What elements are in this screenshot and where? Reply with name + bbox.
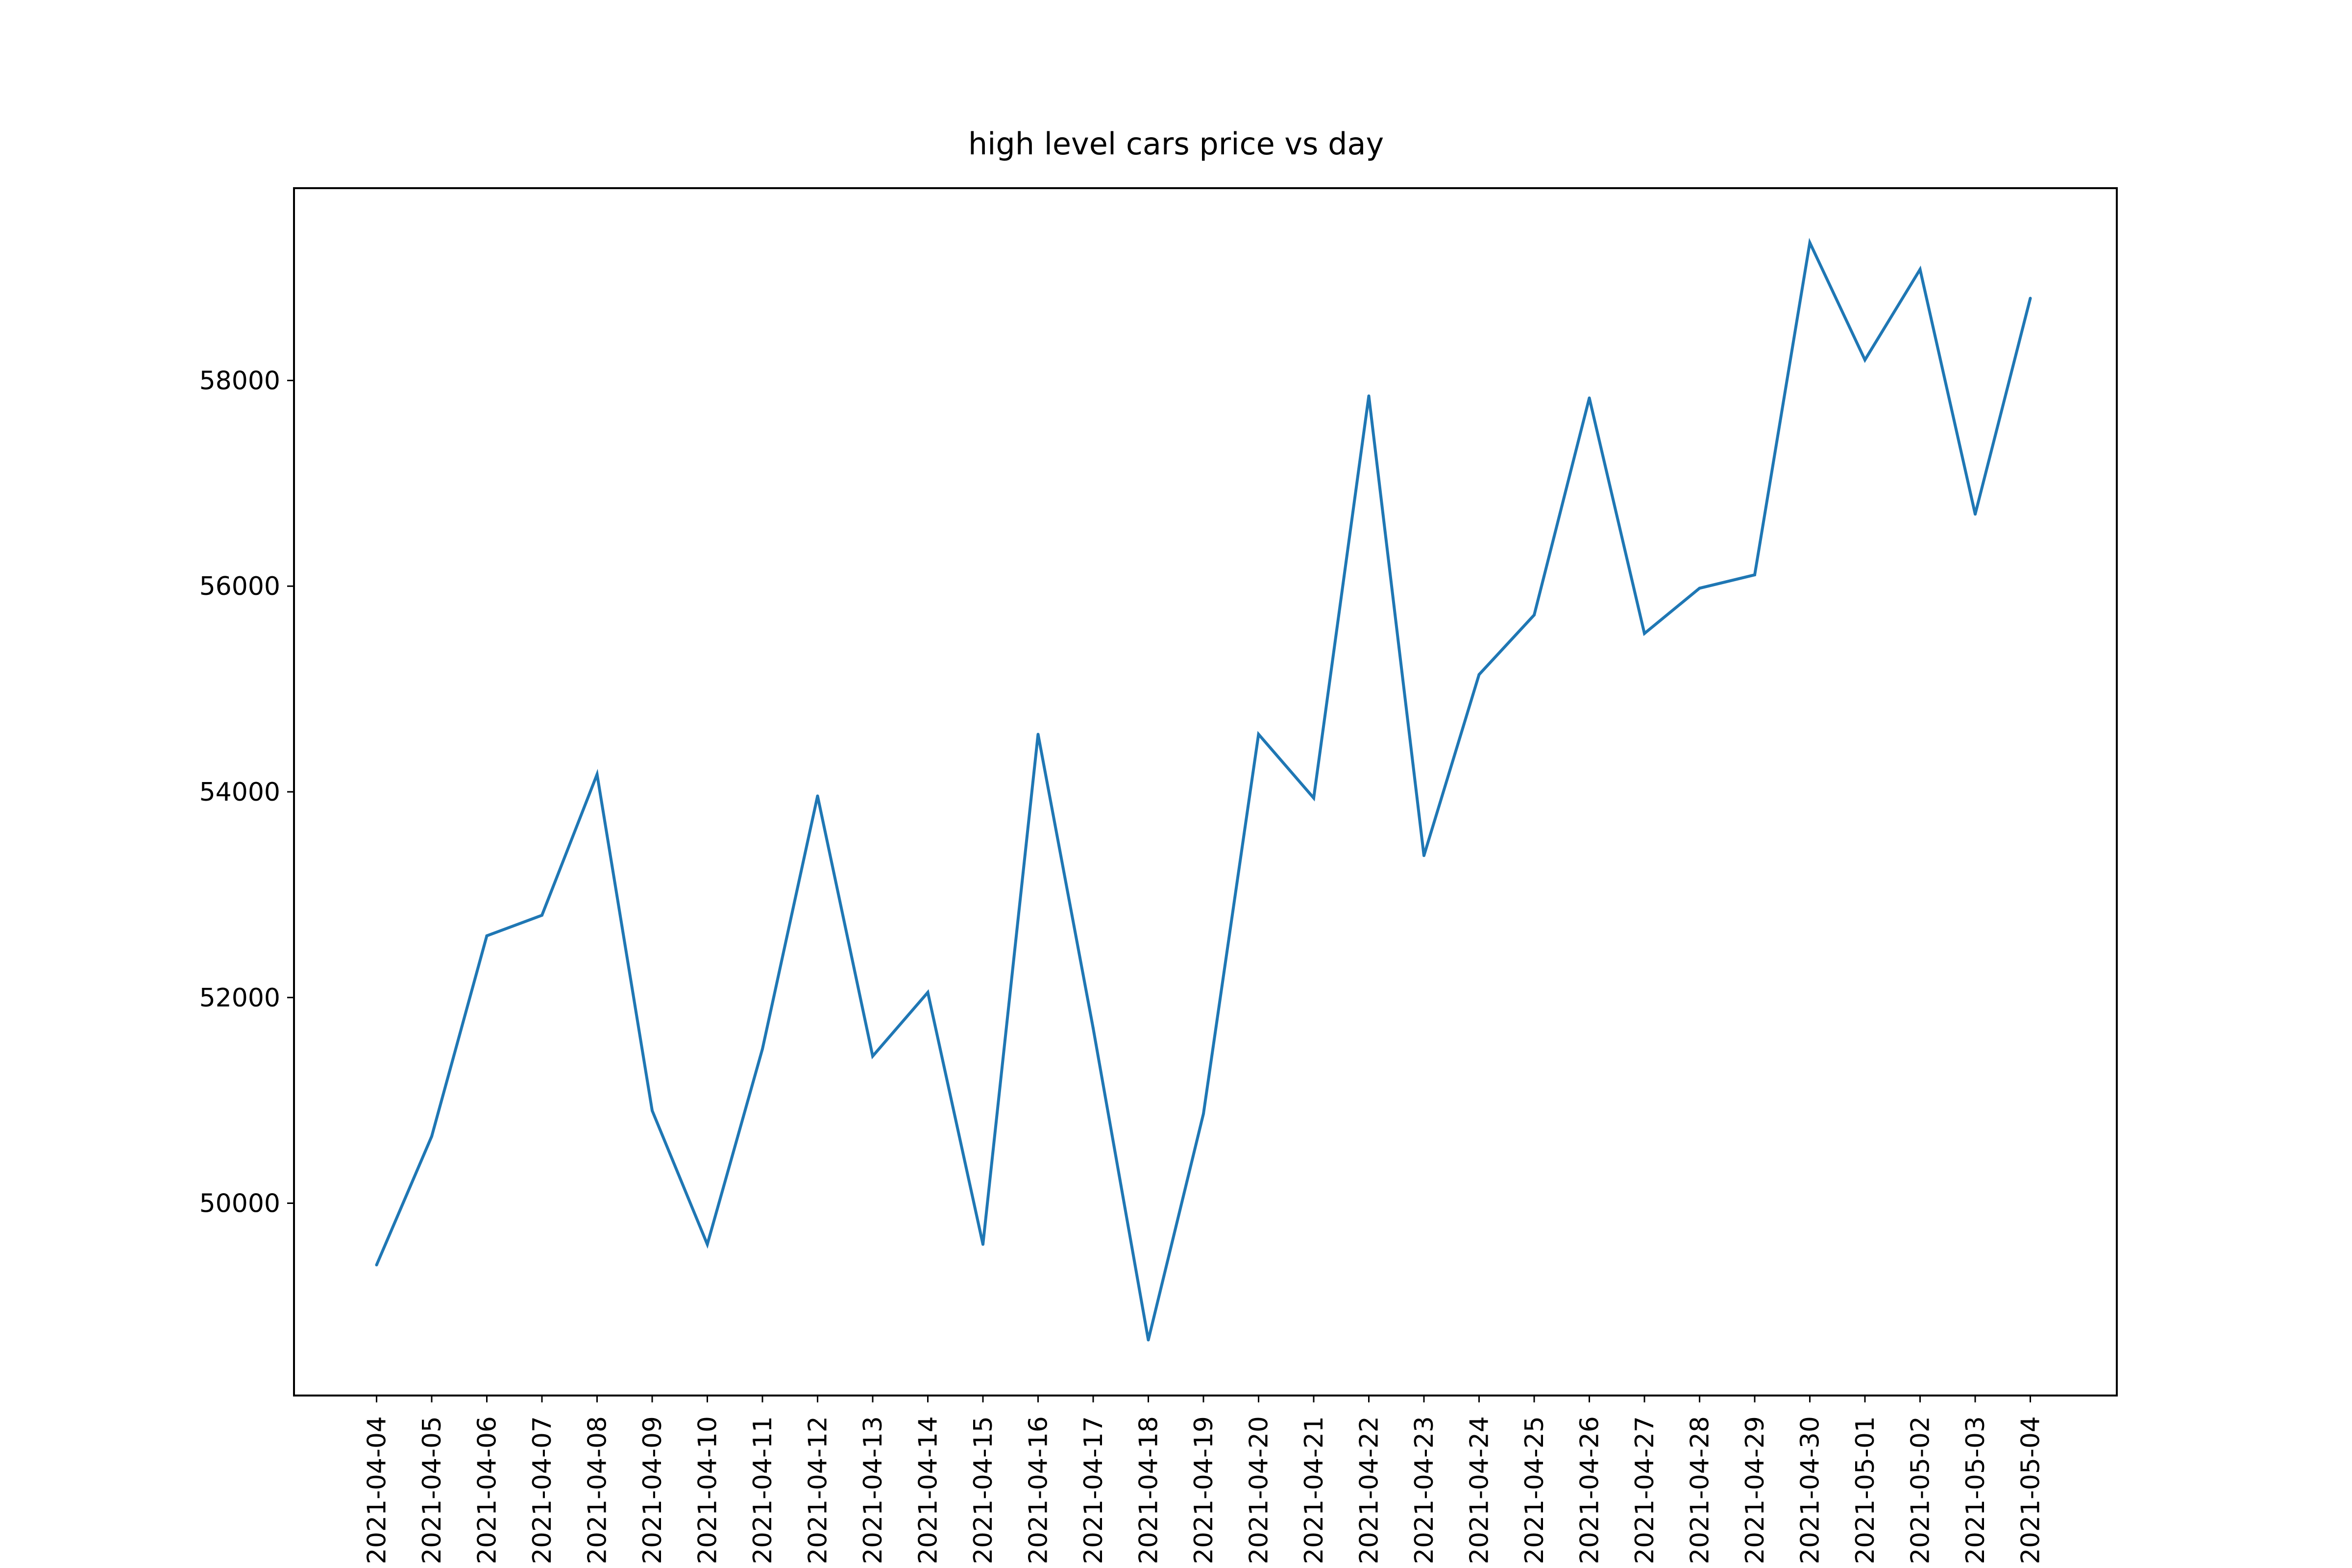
x-tick-label: 2021-05-04 — [2016, 1416, 2046, 1564]
x-tick-label: 2021-05-02 — [1906, 1416, 1936, 1564]
data-point — [761, 1047, 764, 1051]
series-line — [375, 238, 2032, 1341]
x-tick-label: 2021-04-15 — [969, 1416, 998, 1564]
x-tick-label: 2021-04-29 — [1740, 1416, 1770, 1564]
data-point — [1202, 1112, 1205, 1115]
chart-title: high level cars price vs day — [968, 126, 1384, 162]
data-point — [1533, 613, 1536, 617]
data-point — [816, 794, 819, 798]
data-point — [1643, 632, 1646, 635]
data-point — [1422, 854, 1425, 858]
x-tick-label: 2021-04-22 — [1355, 1416, 1384, 1564]
data-point — [1036, 733, 1040, 736]
data-point — [1863, 358, 1866, 362]
x-tick-label: 2021-04-24 — [1465, 1416, 1494, 1564]
x-tick-label: 2021-04-07 — [528, 1416, 557, 1564]
data-point — [1477, 673, 1481, 676]
data-point — [1257, 733, 1260, 736]
y-tick-label: 54000 — [199, 778, 280, 807]
x-tick-label: 2021-04-18 — [1134, 1416, 1164, 1564]
x-axis: 2021-04-04 2021-04-05 2021-04-06 2021-04-07… — [363, 1396, 2046, 1564]
y-tick-label: 58000 — [199, 366, 280, 395]
x-tick-label: 2021-04-10 — [693, 1416, 723, 1564]
data-point — [1918, 268, 1922, 271]
x-tick-label: 2021-04-17 — [1079, 1416, 1108, 1564]
data-point — [1753, 573, 1756, 577]
x-tick-label: 2021-04-23 — [1410, 1416, 1439, 1564]
x-tick-label: 2021-04-28 — [1686, 1416, 1715, 1564]
data-point — [2029, 296, 2032, 300]
x-tick-label: 2021-04-11 — [748, 1416, 778, 1564]
data-point — [595, 773, 599, 776]
y-tick-label: 56000 — [199, 572, 280, 601]
x-tick-label: 2021-04-12 — [804, 1416, 833, 1564]
plot-frame — [293, 187, 2118, 1396]
data-point — [540, 913, 543, 917]
x-tick-label: 2021-04-06 — [473, 1416, 502, 1564]
x-tick-label: 2021-04-19 — [1189, 1416, 1219, 1564]
y-tick-label: 52000 — [199, 983, 280, 1013]
y-axis: 50000 52000 54000 56000 58000 — [199, 366, 294, 1219]
x-tick-label: 2021-04-05 — [417, 1416, 447, 1564]
data-point — [1808, 241, 1812, 245]
y-tick-label: 50000 — [199, 1189, 280, 1219]
series-group — [375, 238, 2032, 1342]
data-point — [485, 934, 489, 937]
x-tick-label: 2021-04-04 — [363, 1416, 392, 1564]
data-point — [1147, 1338, 1150, 1342]
data-point — [651, 1109, 654, 1112]
x-tick-label: 2021-04-16 — [1024, 1416, 1054, 1564]
x-tick-label: 2021-04-27 — [1630, 1416, 1660, 1564]
data-point — [1698, 587, 1701, 590]
x-tick-label: 2021-04-25 — [1520, 1416, 1549, 1564]
x-tick-label: 2021-04-20 — [1245, 1416, 1274, 1564]
x-tick-label: 2021-04-26 — [1575, 1416, 1605, 1564]
x-tick-label: 2021-04-21 — [1299, 1416, 1329, 1564]
data-point — [1367, 394, 1371, 397]
data-point — [706, 1243, 709, 1246]
x-tick-label: 2021-04-14 — [914, 1416, 943, 1564]
data-point — [1092, 1027, 1095, 1030]
data-point — [1312, 796, 1315, 800]
x-tick-label: 2021-04-08 — [583, 1416, 612, 1564]
data-point — [375, 1263, 378, 1267]
x-tick-label: 2021-04-13 — [858, 1416, 888, 1564]
data-point — [1588, 396, 1591, 400]
data-point — [981, 1243, 984, 1246]
data-point — [1974, 513, 1977, 516]
x-tick-label: 2021-05-01 — [1851, 1416, 1880, 1564]
data-point — [871, 1054, 874, 1058]
x-tick-label: 2021-04-30 — [1796, 1416, 1825, 1564]
data-point — [430, 1135, 433, 1138]
x-tick-label: 2021-04-09 — [638, 1416, 667, 1564]
x-tick-label: 2021-05-03 — [1961, 1416, 1990, 1564]
data-point — [926, 991, 930, 994]
